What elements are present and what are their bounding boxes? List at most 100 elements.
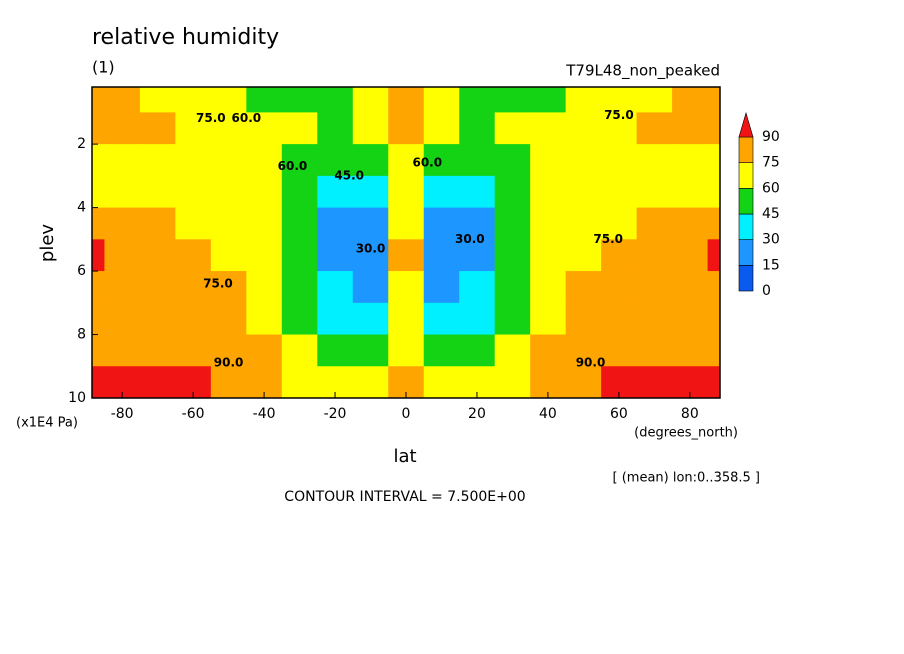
cell bbox=[246, 144, 283, 177]
cell bbox=[139, 144, 176, 177]
cell bbox=[494, 207, 531, 240]
cell bbox=[530, 144, 567, 177]
cell bbox=[139, 87, 176, 113]
colorbar-label: 0 bbox=[762, 283, 771, 299]
cell bbox=[636, 366, 673, 399]
colorbar-box bbox=[738, 188, 754, 215]
cell bbox=[317, 271, 354, 304]
cell bbox=[423, 112, 460, 145]
cell bbox=[246, 334, 283, 367]
cell bbox=[246, 239, 283, 272]
cell bbox=[92, 271, 105, 304]
cell bbox=[494, 87, 531, 113]
colorbar-label: 30 bbox=[762, 232, 780, 248]
cell bbox=[175, 112, 212, 145]
cell bbox=[281, 271, 318, 304]
cell bbox=[104, 207, 141, 240]
cell bbox=[210, 366, 247, 399]
cell bbox=[707, 302, 721, 336]
cell bbox=[423, 302, 460, 336]
cell bbox=[210, 175, 247, 209]
cell bbox=[530, 302, 567, 336]
cell bbox=[352, 87, 389, 113]
y-tick-label: 6 bbox=[77, 263, 86, 279]
cell bbox=[104, 144, 141, 177]
x-tick-label: 40 bbox=[539, 406, 557, 422]
cell bbox=[636, 87, 673, 113]
cell bbox=[423, 144, 460, 177]
cell bbox=[92, 175, 105, 209]
cell bbox=[707, 87, 721, 113]
cell bbox=[565, 144, 602, 177]
cell bbox=[92, 334, 105, 367]
cell bbox=[352, 302, 389, 336]
cell bbox=[104, 302, 141, 336]
cell bbox=[317, 144, 354, 177]
cell bbox=[459, 239, 496, 272]
cell bbox=[352, 144, 389, 177]
cell bbox=[139, 207, 176, 240]
subtitle: (1) bbox=[92, 58, 115, 77]
cell bbox=[459, 144, 496, 177]
cell bbox=[388, 334, 425, 367]
cell bbox=[175, 87, 212, 113]
cell bbox=[210, 271, 247, 304]
cell bbox=[636, 112, 673, 145]
cell bbox=[317, 334, 354, 367]
cell bbox=[601, 144, 638, 177]
x-tick-label: 60 bbox=[610, 406, 628, 422]
cell bbox=[92, 302, 105, 336]
cell bbox=[352, 207, 389, 240]
cell bbox=[210, 239, 247, 272]
cell bbox=[423, 334, 460, 367]
cell bbox=[423, 175, 460, 209]
x-tick-label: -40 bbox=[253, 406, 276, 422]
cell bbox=[317, 112, 354, 145]
contour-label: 90.0 bbox=[576, 356, 606, 370]
x-tick-label: -80 bbox=[111, 406, 134, 422]
cell bbox=[636, 239, 673, 272]
cell bbox=[246, 271, 283, 304]
cell bbox=[707, 334, 721, 367]
cell bbox=[388, 87, 425, 113]
cell bbox=[459, 87, 496, 113]
cell bbox=[352, 271, 389, 304]
cell bbox=[92, 144, 105, 177]
cell bbox=[601, 302, 638, 336]
cell bbox=[92, 239, 105, 272]
cell bbox=[601, 239, 638, 272]
y-unit: (x1E4 Pa) bbox=[16, 416, 78, 431]
cell bbox=[175, 271, 212, 304]
cell bbox=[139, 366, 176, 399]
cell bbox=[601, 207, 638, 240]
cell bbox=[672, 239, 709, 272]
cell bbox=[636, 207, 673, 240]
cell bbox=[707, 271, 721, 304]
cell bbox=[317, 302, 354, 336]
cell bbox=[104, 112, 141, 145]
colorbar-box bbox=[738, 136, 754, 163]
chart-title: relative humidity bbox=[92, 25, 279, 50]
cell bbox=[175, 175, 212, 209]
cell bbox=[175, 144, 212, 177]
contour-label: 60.0 bbox=[278, 159, 308, 173]
cell bbox=[530, 175, 567, 209]
cell bbox=[246, 207, 283, 240]
cell bbox=[565, 175, 602, 209]
cell bbox=[92, 366, 105, 399]
cell bbox=[565, 87, 602, 113]
cell bbox=[104, 271, 141, 304]
cell bbox=[352, 112, 389, 145]
cell bbox=[636, 302, 673, 336]
cell bbox=[281, 334, 318, 367]
cell bbox=[494, 334, 531, 367]
cell bbox=[388, 175, 425, 209]
cell bbox=[423, 87, 460, 113]
contour-label: 75.0 bbox=[593, 232, 623, 246]
contour-label: 60.0 bbox=[232, 111, 262, 125]
colorbar-label: 15 bbox=[762, 257, 780, 273]
cell bbox=[388, 112, 425, 145]
cell bbox=[281, 302, 318, 336]
cell bbox=[92, 87, 105, 113]
cell bbox=[281, 112, 318, 145]
